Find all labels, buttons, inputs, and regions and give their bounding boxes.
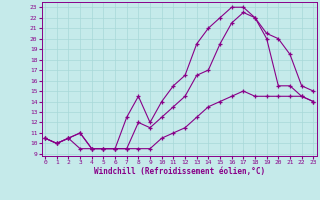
X-axis label: Windchill (Refroidissement éolien,°C): Windchill (Refroidissement éolien,°C) (94, 167, 265, 176)
